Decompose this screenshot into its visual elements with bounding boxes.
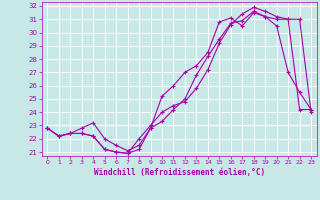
- X-axis label: Windchill (Refroidissement éolien,°C): Windchill (Refroidissement éolien,°C): [94, 168, 265, 177]
